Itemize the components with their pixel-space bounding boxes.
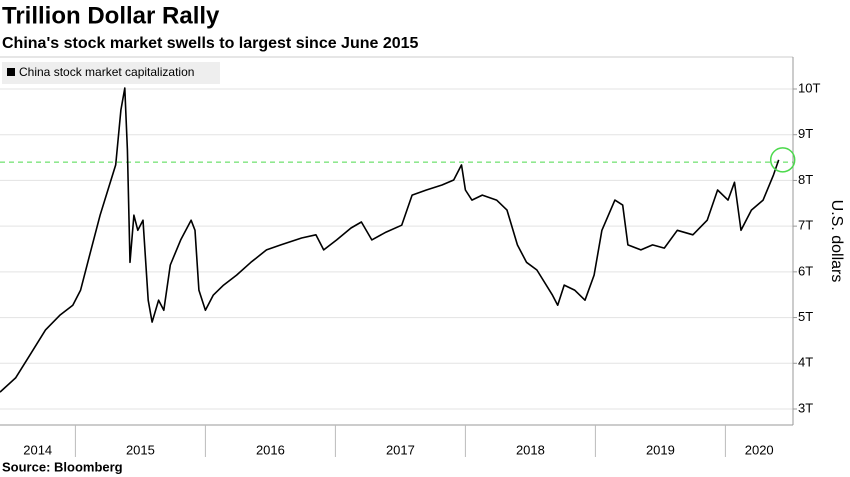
x-tick-label: 2016 xyxy=(256,442,285,457)
source: Source: Bloomberg xyxy=(2,459,123,474)
y-tick-label: 5T xyxy=(798,309,813,324)
y-tick-label: 6T xyxy=(798,263,813,278)
x-tick-label: 2014 xyxy=(23,442,52,457)
y-tick-label: 7T xyxy=(798,218,813,233)
y-tick-label: 10T xyxy=(798,80,820,95)
legend-box xyxy=(2,62,220,84)
y-tick-label: 4T xyxy=(798,355,813,370)
line-series xyxy=(0,87,780,393)
y-tick-label: 3T xyxy=(798,400,813,415)
y-tick-label: 8T xyxy=(798,172,813,187)
x-tick-label: 2019 xyxy=(646,442,675,457)
x-tick-label: 2017 xyxy=(386,442,415,457)
x-tick-label: 2015 xyxy=(126,442,155,457)
legend-swatch xyxy=(7,68,15,76)
y-axis-label: U.S. dollars xyxy=(828,200,845,283)
legend-label: China stock market capitalization xyxy=(19,65,194,79)
y-tick-label: 9T xyxy=(798,126,813,141)
highlight-circle xyxy=(769,147,796,173)
x-tick-label: 2018 xyxy=(516,442,545,457)
x-tick-label: 2020 xyxy=(745,442,774,457)
chart-subtitle: China's stock market swells to largest s… xyxy=(2,35,419,52)
chart-title: Trillion Dollar Rally xyxy=(2,2,220,29)
